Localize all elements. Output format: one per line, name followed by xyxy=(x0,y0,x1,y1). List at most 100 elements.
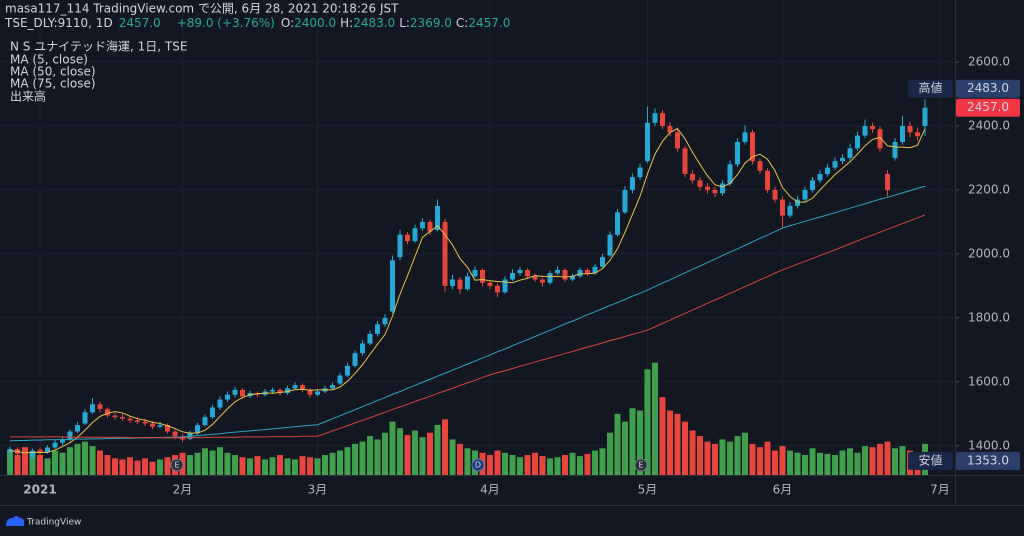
candle-body xyxy=(442,221,448,286)
candle-body xyxy=(907,125,913,133)
y-tick-label: 2200.0 xyxy=(968,182,1010,196)
volume-bar xyxy=(254,456,261,475)
event-label[interactable]: E xyxy=(638,461,643,470)
ohlc-key: C: xyxy=(456,16,468,30)
volume-bar xyxy=(299,456,306,475)
candle-body xyxy=(667,125,673,133)
volume-bar xyxy=(412,430,418,475)
volume-bar xyxy=(224,452,231,475)
volume-bar xyxy=(622,421,628,475)
price-label-name: 高値 xyxy=(918,80,942,95)
event-marker[interactable]: D xyxy=(471,458,485,472)
event-circle[interactable] xyxy=(634,458,648,472)
candle-body xyxy=(817,173,823,181)
volume-bar xyxy=(899,446,906,475)
event-label[interactable]: E xyxy=(174,461,179,470)
candle-body xyxy=(712,189,718,194)
volume-bar xyxy=(322,454,328,475)
candle-body xyxy=(82,412,88,424)
candle-body xyxy=(892,141,898,158)
ma-layer xyxy=(9,127,926,454)
legend-entry: MA (5, close) xyxy=(10,53,88,67)
volume-bar xyxy=(764,441,771,475)
volume-bar xyxy=(689,430,696,475)
candle-body xyxy=(217,399,223,408)
y-tick-label: 1400.0 xyxy=(968,438,1010,452)
volume-bar xyxy=(584,453,591,475)
symbol-line: TSE_DLY:9110, 1D 2457.0 +89.0 (+3.76%) O:24… xyxy=(4,16,510,30)
candle-body xyxy=(390,260,395,312)
event-marker[interactable]: E xyxy=(170,458,184,472)
brand[interactable]: TradingView xyxy=(6,516,81,528)
candle-body xyxy=(900,125,905,142)
volume-bar xyxy=(487,454,493,475)
volume-bar xyxy=(817,452,823,475)
volume-bar xyxy=(367,436,373,475)
volume-bar xyxy=(262,459,268,475)
volume-bar xyxy=(142,458,148,475)
event-label[interactable]: D xyxy=(475,461,481,470)
candle-body xyxy=(67,431,73,440)
volume-bar xyxy=(104,454,111,475)
legend-entry: MA (50, close) xyxy=(10,65,96,79)
price-label: 1353.0 xyxy=(967,453,1009,467)
brand-icon[interactable] xyxy=(6,516,25,526)
volume-bar xyxy=(734,436,741,475)
volume-bar xyxy=(637,410,643,475)
volume-bar xyxy=(667,410,673,475)
candle-body xyxy=(427,221,433,232)
volume-bar xyxy=(847,448,853,475)
brand-name[interactable]: TradingView xyxy=(26,518,81,528)
volume-bar xyxy=(119,459,126,475)
candle-body xyxy=(315,391,320,395)
x-tick-label: 5月 xyxy=(638,483,658,497)
price-label: 2483.0 xyxy=(967,81,1009,95)
ohlc-value: 2457.0 xyxy=(468,16,510,30)
price-label-name-box xyxy=(908,79,953,98)
candle-body xyxy=(157,425,163,427)
volume-bar xyxy=(644,369,651,475)
candle-body xyxy=(240,389,245,397)
volume-bar xyxy=(239,457,246,475)
candle-body xyxy=(172,431,178,437)
candle-body xyxy=(22,453,28,458)
candle-body xyxy=(645,122,650,162)
volume-bar xyxy=(157,459,163,475)
candle-body xyxy=(135,420,140,422)
candle-body xyxy=(600,257,605,267)
candle-body xyxy=(615,212,620,235)
candle-body xyxy=(232,389,238,395)
candle-layer xyxy=(7,99,928,461)
volume-bar xyxy=(704,441,711,475)
candle-body xyxy=(862,125,868,136)
volume-bar xyxy=(524,454,531,475)
ohlc-key: O: xyxy=(281,16,294,30)
volume-bar xyxy=(569,452,576,475)
candle-body xyxy=(622,189,628,213)
candle-body xyxy=(675,132,680,149)
event-circle[interactable] xyxy=(471,458,485,472)
candle-body xyxy=(915,132,920,137)
candle-body xyxy=(840,157,845,162)
volume-bar xyxy=(787,450,793,475)
candle-body xyxy=(360,343,365,354)
candle-body xyxy=(742,132,748,142)
candle-body xyxy=(45,447,50,453)
legend-entry: 出来高 xyxy=(10,89,46,104)
volume-bar xyxy=(854,452,861,475)
ohlc-value: 2483.0 xyxy=(353,16,395,30)
volume-bar xyxy=(59,452,66,475)
candle-body xyxy=(870,125,875,130)
volume-bar xyxy=(607,432,613,475)
ohlc-key: H: xyxy=(340,16,353,30)
candle-body xyxy=(412,228,418,242)
candle-body xyxy=(532,276,538,280)
candle-body xyxy=(495,285,500,293)
event-marker[interactable]: E xyxy=(634,458,648,472)
event-circle[interactable] xyxy=(170,458,184,472)
candle-body xyxy=(562,269,568,280)
candle-body xyxy=(420,221,425,229)
volume-bar xyxy=(314,458,321,475)
candle-body xyxy=(547,273,553,283)
x-tick-label: 6月 xyxy=(773,483,793,497)
